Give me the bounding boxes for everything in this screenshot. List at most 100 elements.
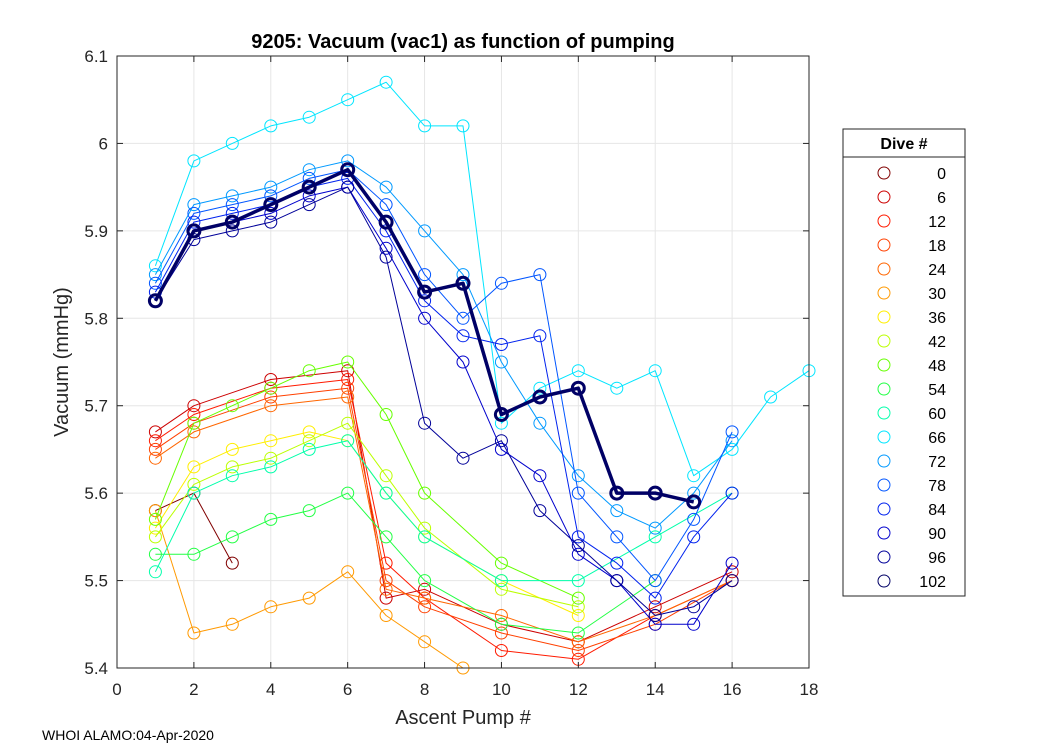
y-tick-label: 5.8 — [84, 309, 108, 328]
legend-label: 18 — [928, 238, 946, 255]
data-point — [302, 425, 316, 439]
data-point — [187, 477, 201, 491]
data-point — [571, 469, 585, 483]
data-point — [225, 206, 239, 220]
legend-box — [842, 128, 966, 597]
data-point — [225, 617, 239, 631]
data-point — [725, 574, 739, 588]
legend-marker — [877, 190, 891, 204]
data-point — [648, 521, 662, 535]
data-point — [494, 442, 508, 456]
data-point — [648, 530, 662, 544]
data-point — [264, 381, 278, 395]
data-point — [148, 547, 162, 561]
data-point — [187, 198, 201, 212]
plot-frame — [116, 55, 810, 669]
legend-label: 60 — [928, 406, 946, 423]
data-point — [302, 364, 316, 378]
data-point — [610, 556, 624, 570]
data-point — [379, 408, 393, 421]
data-point — [571, 644, 585, 657]
data-point — [418, 311, 432, 325]
data-point — [225, 556, 239, 570]
legend-marker — [877, 214, 891, 228]
data-point — [148, 259, 162, 273]
data-point — [187, 215, 201, 229]
data-point — [533, 504, 547, 518]
data-point — [264, 206, 278, 220]
data-point — [379, 486, 393, 500]
data-point — [341, 565, 355, 579]
data-point — [302, 442, 316, 456]
data-point — [379, 609, 393, 622]
data-point — [341, 355, 355, 369]
x-tick-label: 18 — [800, 680, 819, 699]
data-point — [264, 460, 278, 474]
series-dive-96 — [148, 180, 739, 622]
data-point — [148, 442, 162, 456]
legend-label: 54 — [928, 382, 946, 399]
data-point — [225, 399, 239, 413]
data-point — [379, 469, 393, 483]
data-point — [533, 469, 547, 483]
series-line — [153, 167, 695, 504]
data-point — [148, 451, 162, 465]
data-point — [379, 591, 393, 605]
legend-entries: 0 6 12 18 24 30 36 42 48 54 60 66 72 78 84 90 96 102 — [877, 166, 946, 591]
series-line — [154, 160, 733, 529]
legend-label: 24 — [928, 262, 946, 279]
series-line — [154, 81, 810, 477]
y-tick-label: 5.4 — [84, 659, 108, 678]
x-tick-label: 16 — [723, 680, 742, 699]
data-point — [341, 390, 355, 404]
data-point — [648, 364, 662, 378]
legend-marker — [877, 310, 891, 324]
data-point — [687, 486, 701, 500]
data-point — [418, 294, 432, 308]
data-point — [264, 180, 278, 194]
data-point — [418, 521, 432, 535]
data-point — [418, 530, 432, 544]
data-point — [225, 189, 239, 203]
legend-marker — [877, 550, 891, 564]
data-point — [225, 469, 239, 483]
data-point — [648, 609, 662, 622]
data-point — [379, 582, 393, 596]
data-point — [687, 512, 701, 526]
data-point — [148, 504, 162, 518]
series-dive-102 — [147, 162, 702, 510]
x-tick-label: 4 — [266, 680, 275, 699]
legend-label: 36 — [928, 310, 946, 327]
y-tick-label: 5.5 — [84, 572, 108, 591]
data-point — [225, 460, 239, 474]
data-point — [571, 626, 585, 640]
data-point — [187, 626, 201, 640]
data-point — [379, 556, 393, 570]
series-dive-48 — [148, 355, 585, 605]
data-point — [571, 539, 585, 553]
data-point — [725, 556, 739, 570]
footer-stamp: WHOI ALAMO:04-Apr-2020 — [42, 727, 214, 743]
series-line — [155, 396, 733, 643]
data-point — [648, 574, 662, 588]
data-point — [148, 268, 162, 282]
x-tick-label: 2 — [189, 680, 198, 699]
data-point — [341, 486, 355, 500]
y-tick-label: 6.1 — [84, 47, 108, 66]
data-point — [609, 485, 625, 501]
data-point — [456, 268, 470, 282]
data-point — [379, 250, 393, 264]
data-point — [494, 582, 508, 596]
data-point — [418, 582, 432, 596]
data-point — [494, 626, 508, 640]
data-point — [148, 530, 162, 544]
series-layer — [147, 75, 816, 675]
data-point — [764, 390, 778, 404]
data-point — [187, 206, 201, 220]
data-point — [379, 241, 393, 255]
data-point — [494, 434, 508, 448]
data-point — [264, 390, 278, 404]
data-point — [494, 416, 508, 430]
legend-label: 30 — [928, 286, 946, 303]
data-point — [341, 93, 355, 107]
